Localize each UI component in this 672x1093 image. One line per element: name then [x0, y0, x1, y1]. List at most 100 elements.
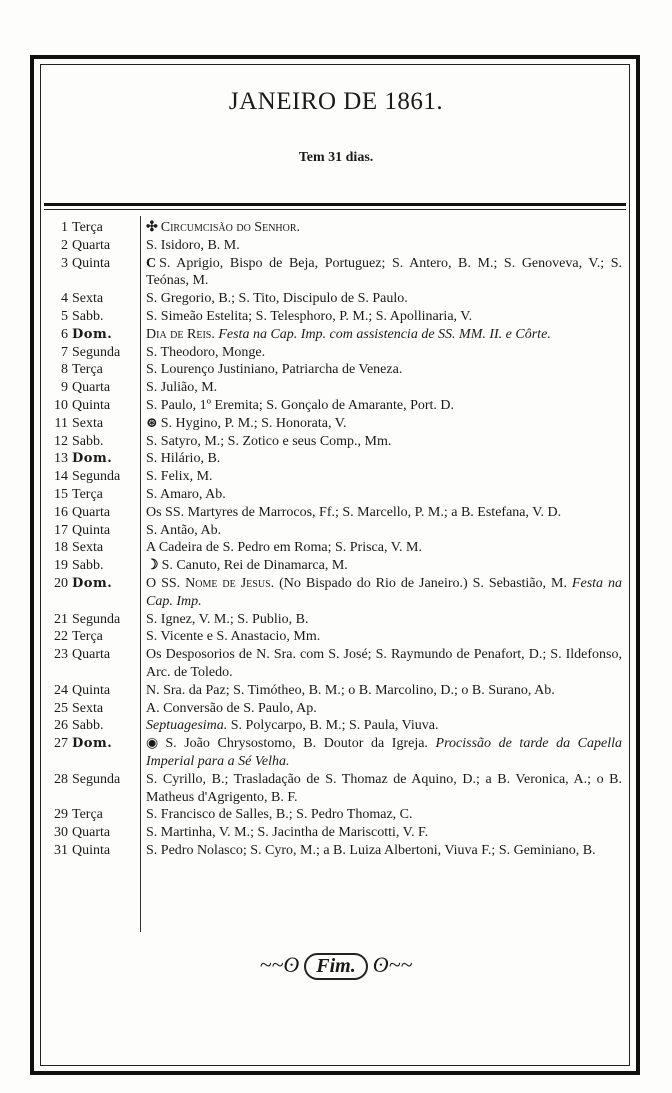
- day-number: 22: [54, 629, 68, 645]
- day-cell: 28 Segunda: [48, 771, 140, 807]
- day-number: 25: [54, 700, 68, 716]
- text-segment: S. Paulo, 1º Eremita; S. Gonçalo de Amar…: [146, 397, 455, 413]
- weekday: Sexta: [72, 540, 104, 556]
- text-segment: S. Isidoro, B. M.: [146, 237, 240, 253]
- day-number: 19: [54, 558, 68, 574]
- saints-text: S. Ignez, V. M.; S. Publio, B.: [140, 611, 628, 629]
- saints-text: S. Isidoro, B. M.: [140, 237, 628, 255]
- day-cell: 6 Dom.: [48, 326, 140, 344]
- weekday: Sabb.: [72, 308, 104, 324]
- saints-text: Os SS. Martyres de Marrocos, Ff.; S. Mar…: [140, 504, 628, 522]
- calendar-row: 11 Sexta ⊛ S. Hygino, P. M.; S. Honorata, V…: [48, 415, 628, 433]
- calendar-row: 26 Sabb. Septuagesima. S. Polycarpo, B. M.…: [48, 717, 628, 735]
- day-number: 15: [54, 486, 68, 502]
- calendar-row: 16 Quarta Os SS. Martyres de Marrocos, Ff.…: [48, 504, 628, 522]
- day-cell: 12 Sabb.: [48, 433, 140, 451]
- calendar-row: 7 Segunda S. Theodoro, Monge.: [48, 344, 628, 362]
- day-number: 12: [54, 433, 68, 449]
- day-cell: 26 Sabb.: [48, 717, 140, 735]
- text-segment: S. Julião, M.: [146, 380, 218, 396]
- calendar-row: 9 Quarta S. Julião, M.: [48, 379, 628, 397]
- day-cell: 23 Quarta: [48, 646, 140, 682]
- day-number: 16: [54, 504, 68, 520]
- weekday: Quinta: [72, 397, 111, 413]
- day-cell: 30 Quarta: [48, 824, 140, 842]
- divider-thick: [44, 203, 626, 206]
- day-cell: 8 Terça: [48, 361, 140, 379]
- day-number: 17: [54, 522, 68, 538]
- day-number: 20: [54, 575, 68, 591]
- weekday: Quarta: [72, 647, 111, 663]
- saints-text: S. Satyro, M.; S. Zotico e seus Comp., M…: [140, 433, 628, 451]
- text-segment: S. Francisco de Salles, B.; S. Pedro Tho…: [146, 807, 413, 823]
- weekday: Dom.: [72, 451, 113, 467]
- text-segment: Festa na Cap. Imp. com assistencia de SS…: [218, 326, 551, 342]
- text-segment: O SS. Nome de Jesus.: [146, 575, 280, 591]
- day-number: 21: [54, 611, 68, 627]
- weekday: Segunda: [72, 469, 121, 485]
- text-segment: Os SS. Martyres de Marrocos, Ff.; S. Mar…: [146, 504, 562, 520]
- day-number: 1: [61, 220, 68, 235]
- day-number: 2: [61, 237, 68, 253]
- day-number: 7: [61, 344, 68, 360]
- calendar-row: 27 Dom. ◉ S. João Chrysostomo, B. Doutor da…: [48, 735, 628, 771]
- saints-text: Dia de Reis. Festa na Cap. Imp. com assi…: [140, 326, 628, 344]
- weekday: Terça: [72, 362, 103, 378]
- saints-text: N. Sra. da Paz; S. Timótheo, B. M.; o B.…: [140, 682, 628, 700]
- saints-text: A Cadeira de S. Pedro em Roma; S. Prisca…: [140, 539, 628, 557]
- saints-text: S. Antão, Ab.: [140, 522, 628, 540]
- weekday: Quinta: [72, 522, 111, 538]
- weekday: Quarta: [72, 237, 111, 253]
- text-segment: S. Hilário, B.: [146, 451, 221, 467]
- day-number: 4: [61, 291, 68, 307]
- day-number: 11: [54, 415, 68, 431]
- day-cell: 29 Terça: [48, 806, 140, 824]
- calendar-row: 31 Quinta S. Pedro Nolasco; S. Cyro, M.; a…: [48, 842, 628, 860]
- page-title: JANEIRO DE 1861.: [228, 88, 444, 115]
- saints-text: S. Simeão Estelita; S. Telesphoro, P. M.…: [140, 308, 628, 326]
- cross-icon: ✣: [146, 220, 158, 235]
- day-cell: 15 Terça: [48, 486, 140, 504]
- saints-text: ✣ Circumcisão do Senhor.: [140, 219, 628, 237]
- text-segment: Septuagesima.: [146, 718, 231, 734]
- calendar-row: 29 Terça S. Francisco de Salles, B.; S. Pe…: [48, 806, 628, 824]
- text-segment: S. Lourenço Justiniano, Patriarcha de Ve…: [146, 362, 403, 378]
- saints-text: S. Hilário, B.: [140, 450, 628, 468]
- day-cell: 19 Sabb.: [48, 557, 140, 575]
- calendar-row: 23 Quarta Os Desposorios de N. Sra. com S.…: [48, 646, 628, 682]
- day-number: 3: [61, 255, 68, 271]
- day-cell: 10 Quinta: [48, 397, 140, 415]
- page-subtitle: Tem 31 dias.: [298, 150, 374, 165]
- calendar-row: 1 Terça ✣ Circumcisão do Senhor.: [48, 219, 628, 237]
- text-segment: Festa na Cap. Imp.: [146, 575, 622, 609]
- calendar-row: 2 Quarta S. Isidoro, B. M.: [48, 237, 628, 255]
- ending-ornament: ~~ʘ Fim. ʘ~~: [0, 952, 672, 980]
- weekday: Sexta: [72, 415, 104, 431]
- weekday: Segunda: [72, 611, 121, 627]
- text-segment: Procissão de tarde da Capella Imperial p…: [146, 736, 623, 769]
- calendar-row: 13 Dom. S. Hilário, B.: [48, 450, 628, 468]
- saints-text: ⊛ S. Hygino, P. M.; S. Honorata, V.: [140, 415, 628, 433]
- day-cell: 16 Quarta: [48, 504, 140, 522]
- day-cell: 18 Sexta: [48, 539, 140, 557]
- day-cell: 31 Quinta: [48, 842, 140, 860]
- calendar-row: 17 Quinta S. Antão, Ab.: [48, 522, 628, 540]
- day-number: 18: [54, 540, 68, 556]
- calendar-row: 21 Segunda S. Ignez, V. M.; S. Publio, B.: [48, 611, 628, 629]
- text-segment: S. Pedro Nolasco; S. Cyro, M.; a B. Luiz…: [146, 842, 596, 858]
- day-cell: 13 Dom.: [48, 450, 140, 468]
- saints-text: S. Cyrillo, B.; Trasladação de S. Thomaz…: [140, 771, 628, 807]
- text-segment: S. Ignez, V. M.; S. Publio, B.: [146, 611, 309, 627]
- text-segment: S. Aprigio, Bispo de Beja, Portuguez; S.…: [146, 255, 622, 289]
- moon-phase-icon: ⊛: [146, 415, 158, 431]
- calendar-row: 28 Segunda S. Cyrillo, B.; Trasladação de …: [48, 771, 628, 807]
- weekday: Dom.: [72, 575, 113, 591]
- text-segment: S. Cyrillo, B.; Trasladação de S. Thomaz…: [146, 771, 622, 805]
- saints-text: Septuagesima. S. Polycarpo, B. M.; S. Pa…: [140, 717, 628, 735]
- weekday: Quarta: [72, 504, 111, 520]
- day-number: 8: [61, 362, 68, 378]
- saints-text: S. Paulo, 1º Eremita; S. Gonçalo de Amar…: [140, 397, 628, 415]
- page-border-inner: [40, 64, 630, 1066]
- day-cell: 24 Quinta: [48, 682, 140, 700]
- saints-text: S. Amaro, Ab.: [140, 486, 628, 504]
